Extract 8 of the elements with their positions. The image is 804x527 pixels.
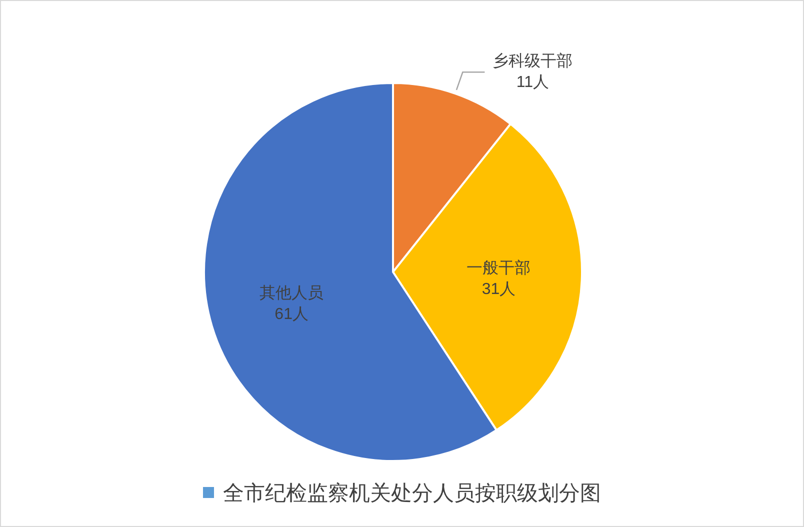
- data-label: 31人: [482, 280, 516, 298]
- slice-label: 一般干部: [466, 258, 531, 277]
- slice: 一般干部 31人: [392, 122, 583, 432]
- slice-label: 其他人员: [260, 284, 324, 302]
- legend: 全市纪检监察机关处分人员按职级划分图: [203, 482, 601, 505]
- data-label: 61人: [274, 306, 308, 324]
- data-label: 11人: [516, 74, 549, 92]
- slice-label: 乡科级干部: [492, 52, 573, 70]
